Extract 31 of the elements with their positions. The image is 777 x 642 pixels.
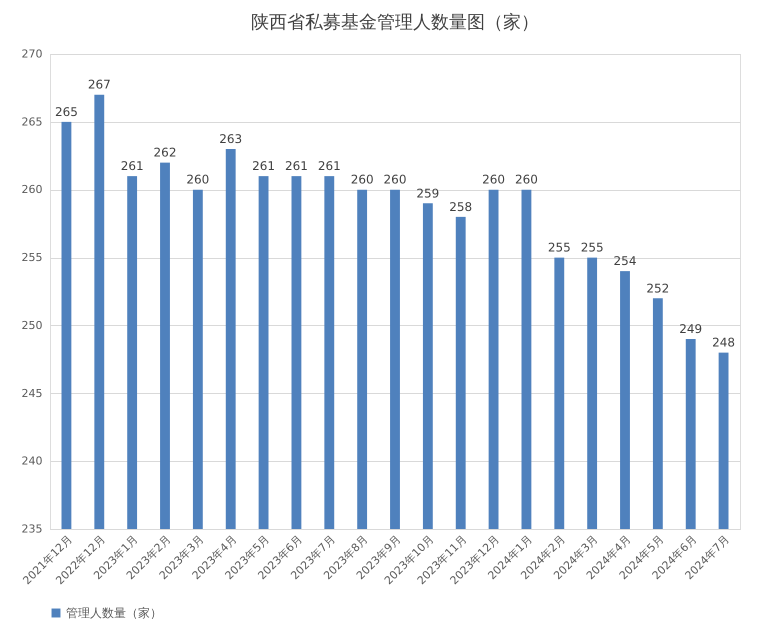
data-label: 260	[482, 172, 506, 187]
data-label: 260	[514, 172, 538, 187]
data-label: 255	[548, 240, 571, 255]
data-label: 262	[154, 146, 176, 160]
y-tick-label: 245	[22, 386, 42, 400]
y-tick-label: 265	[22, 115, 42, 128]
data-label: 261	[318, 159, 341, 174]
data-label: 265	[54, 104, 78, 119]
data-label: 249	[679, 322, 702, 336]
y-tick-label: 250	[22, 318, 42, 332]
data-label: 261	[252, 159, 276, 174]
data-label: 263	[219, 132, 242, 146]
data-label: 260	[350, 172, 374, 187]
y-tick-label: 255	[22, 251, 42, 264]
data-label: 258	[449, 200, 472, 214]
y-tick-label: 235	[22, 522, 42, 536]
data-label: 267	[88, 78, 111, 92]
data-label: 255	[580, 240, 604, 255]
y-tick-label: 260	[22, 183, 42, 196]
y-tick-label: 240	[22, 454, 42, 468]
data-label: 254	[614, 254, 636, 268]
y-tick-label: 270	[22, 48, 42, 60]
data-label: 260	[186, 172, 210, 187]
data-label: 261	[120, 159, 144, 174]
data-label: 259	[416, 186, 440, 200]
data-label: 260	[384, 172, 406, 187]
data-label: 252	[646, 281, 670, 296]
data-label: 261	[284, 159, 308, 174]
data-label: 248	[712, 336, 736, 350]
chart-title: 陕西省私募基金管理人数量图（家）	[251, 12, 539, 33]
legend-label: 管理人数量（家）	[66, 606, 162, 620]
